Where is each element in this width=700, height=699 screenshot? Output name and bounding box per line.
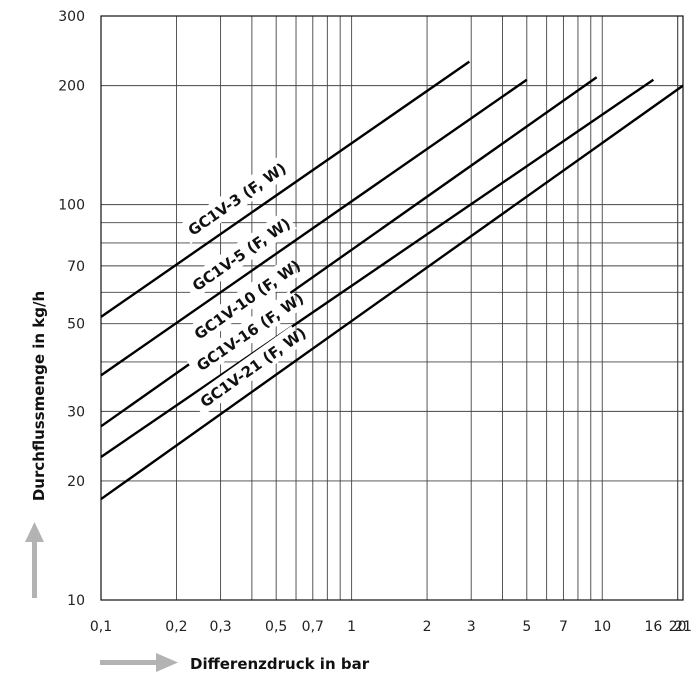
horizontal-gridlines [101, 15, 683, 601]
series-line [100, 84, 684, 501]
x-tick-label: 0,3 [209, 619, 231, 635]
x-tick-label: 3 [467, 619, 476, 635]
x-tick-label: 0,2 [165, 619, 187, 635]
series-labels: GC1V-3 (F, W)GC1V-5 (F, W)GC1V-10 (F, W)… [178, 155, 310, 416]
x-tick-label: 2 [423, 619, 432, 635]
y-tick-label: 50 [67, 317, 85, 333]
series-lines [100, 60, 684, 501]
series-line [100, 78, 655, 458]
x-tick-label: 0,5 [265, 619, 287, 635]
series-label-background [190, 325, 305, 416]
y-tick-label: 30 [67, 404, 85, 420]
x-tick-label: 0,1 [90, 619, 112, 635]
series-label-background [178, 155, 293, 244]
series-label-background [186, 291, 302, 380]
x-tick-label: 5 [522, 619, 531, 635]
y-tick-label: 200 [58, 79, 85, 95]
series-label-background [184, 258, 299, 348]
x-tick-label: 7 [559, 619, 568, 635]
y-tick-label: 300 [58, 9, 85, 25]
x-tick-label: 20 [669, 619, 687, 635]
x-axis-arrow-icon [100, 653, 178, 672]
vertical-gridlines [100, 16, 684, 600]
y-tick-labels: 10 20 30 50 70 100 200 300 [58, 9, 85, 609]
x-tick-label: 1 [347, 619, 356, 635]
y-tick-label: 100 [58, 198, 85, 214]
y-axis-arrow-icon [25, 522, 44, 598]
series-line [100, 76, 598, 428]
y-tick-label: 20 [67, 474, 85, 490]
series-line [100, 78, 528, 377]
x-tick-label: 10 [593, 619, 611, 635]
y-tick-label: 10 [67, 593, 85, 609]
plot-frame [100, 15, 684, 601]
series-line [100, 60, 471, 318]
y-axis-title: Durchflussmenge in kg/h [30, 291, 48, 501]
series-label-background [182, 210, 297, 300]
x-tick-label: 16 [644, 619, 662, 635]
x-axis-title: Differenzdruck in bar [190, 655, 370, 673]
x-tick-label: 0,7 [302, 619, 324, 635]
y-tick-label: 70 [67, 259, 85, 275]
x-tick-label: 21 [674, 619, 692, 635]
